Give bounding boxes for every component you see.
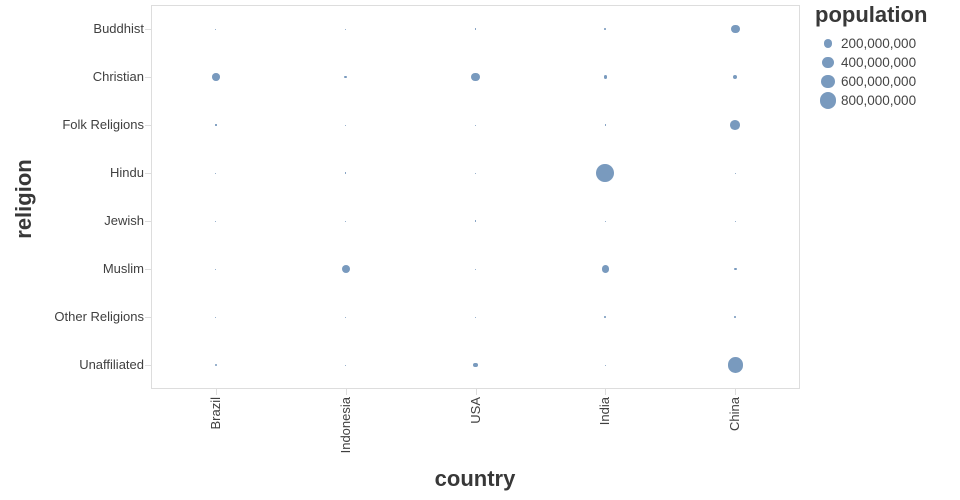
x-tick-mark [605, 389, 607, 395]
data-point [604, 316, 607, 318]
data-point [345, 28, 347, 30]
legend: population 200,000,000 400,000,000 600,000… [815, 2, 960, 110]
y-tick-label: Folk Religions [62, 117, 144, 132]
x-tick-mark [345, 389, 347, 395]
data-point [734, 316, 736, 318]
data-point [215, 316, 217, 318]
y-tick-label: Hindu [110, 165, 144, 180]
y-tick-label: Buddhist [93, 21, 144, 36]
data-point [734, 220, 736, 222]
x-axis-title: country [434, 466, 516, 491]
y-tick-label: Other Religions [54, 309, 144, 324]
data-point [596, 164, 615, 182]
data-point [730, 120, 740, 130]
data-point [345, 364, 347, 366]
data-point [471, 72, 480, 82]
y-tick-mark [145, 125, 151, 126]
legend-size-circle [823, 39, 833, 48]
data-point [215, 220, 217, 222]
x-tick-label: India [597, 397, 613, 426]
x-tick-mark [475, 389, 477, 395]
data-point [215, 124, 217, 126]
x-tick-mark [215, 389, 217, 395]
data-point [727, 357, 743, 373]
data-point [341, 264, 350, 274]
y-tick-mark [145, 365, 151, 366]
x-tick-mark [735, 389, 737, 395]
y-tick-label: Christian [92, 69, 144, 84]
x-tick-label: Indonesia [337, 397, 353, 454]
data-point [604, 364, 606, 366]
data-point [473, 362, 478, 368]
data-point [732, 74, 738, 80]
data-point [475, 124, 476, 126]
data-point [215, 268, 217, 270]
legend-item: 200,000,000 [815, 34, 960, 53]
legend-item-label: 200,000,000 [841, 36, 917, 51]
data-point [601, 265, 610, 273]
y-tick-mark [145, 317, 151, 318]
data-point [345, 316, 347, 318]
y-tick-label: Unaffiliated [79, 357, 144, 372]
y-tick-mark [145, 29, 151, 30]
data-point [345, 220, 347, 222]
legend-title: population [815, 2, 928, 27]
plot-area [151, 5, 800, 389]
data-point [604, 28, 607, 30]
data-point [474, 220, 477, 222]
legend-item-label: 800,000,000 [841, 93, 917, 108]
legend-item: 400,000,000 [815, 53, 960, 72]
legend-size-circle [819, 92, 837, 109]
data-point [604, 124, 606, 126]
data-point [215, 172, 217, 174]
y-tick-label: Muslim [102, 261, 144, 276]
data-point [730, 24, 740, 34]
y-tick-mark [145, 221, 151, 222]
y-tick-mark [145, 173, 151, 174]
y-tick-mark [145, 77, 151, 78]
legend-item: 800,000,000 [815, 91, 960, 110]
y-tick-mark [145, 269, 151, 270]
legend-items: 200,000,000 400,000,000 600,000,000 800,000… [815, 34, 960, 110]
data-point [345, 124, 347, 126]
data-point [474, 28, 477, 30]
x-tick-label: China [727, 397, 743, 431]
data-point [475, 316, 476, 318]
y-tick-label: Jewish [104, 213, 144, 228]
data-point [475, 172, 476, 174]
data-point [603, 75, 607, 79]
legend-item-label: 600,000,000 [841, 74, 917, 89]
x-tick-label: Brazil [207, 397, 223, 430]
data-point [215, 28, 217, 30]
data-point [344, 75, 348, 79]
data-point [734, 172, 736, 174]
data-point [733, 267, 737, 271]
legend-size-circle [822, 56, 834, 69]
data-point [214, 363, 217, 367]
legend-size-circle [821, 74, 835, 89]
data-point [475, 268, 476, 270]
data-point [604, 220, 606, 222]
data-point [345, 172, 347, 174]
legend-item-label: 400,000,000 [841, 55, 917, 70]
y-axis-title: religion [11, 159, 36, 239]
legend-item: 600,000,000 [815, 72, 960, 91]
data-point [212, 73, 220, 81]
